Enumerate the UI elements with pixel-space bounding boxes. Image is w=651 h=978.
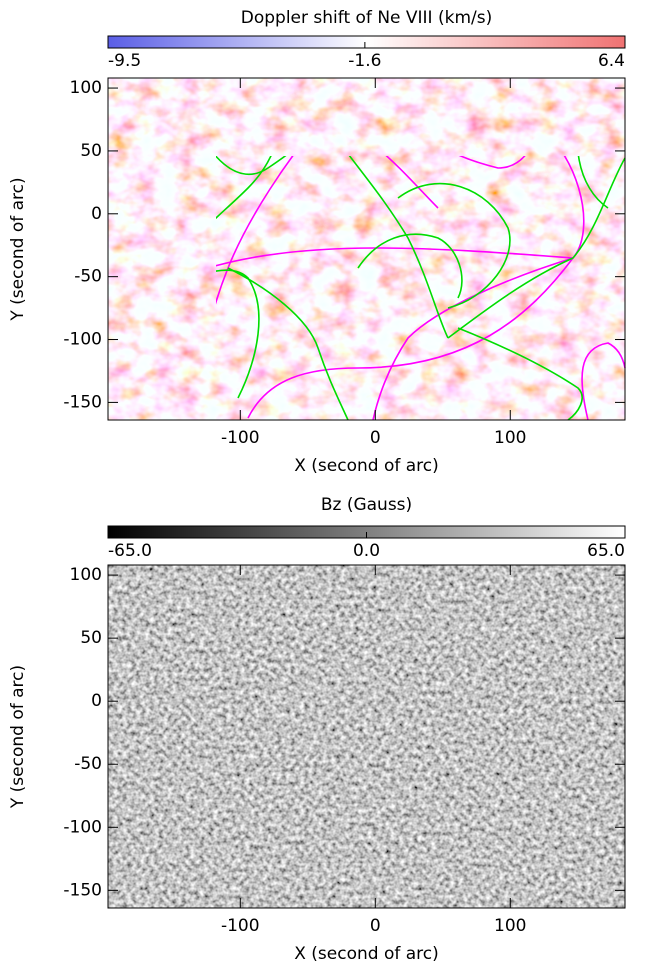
image xyxy=(108,78,625,420)
x-tick-label: 100 xyxy=(494,916,526,936)
y-tick-label: -50 xyxy=(74,754,102,774)
colorbar xyxy=(107,35,626,49)
plot-frame xyxy=(107,77,626,421)
colorbar-tick-label: -9.5 xyxy=(108,51,141,71)
x-tick-label: 0 xyxy=(370,916,381,936)
y-axis-label: Y (second of arc) xyxy=(8,177,28,321)
colorbar-tick-label: 65.0 xyxy=(587,541,625,561)
x-axis-label: X (second of arc) xyxy=(294,944,439,964)
colorbar-tick-label: 6.4 xyxy=(598,51,625,71)
image xyxy=(108,565,625,908)
x-tick-label: -100 xyxy=(221,428,260,448)
y-axis-label: Y (second of arc) xyxy=(8,665,28,809)
y-tick-label: -150 xyxy=(63,392,102,412)
y-tick-label: 50 xyxy=(80,628,102,648)
colorbar-tick-label: -65.0 xyxy=(108,541,152,561)
y-tick-label: -100 xyxy=(63,817,102,837)
colorbar-tick-label: 0.0 xyxy=(353,541,380,561)
y-tick-label: 0 xyxy=(91,691,102,711)
y-tick-label: -50 xyxy=(74,267,102,287)
x-axis-label: X (second of arc) xyxy=(294,456,439,476)
y-tick-label: -100 xyxy=(63,330,102,350)
y-tick-label: 50 xyxy=(80,141,102,161)
colorbar-tick-label: -1.6 xyxy=(348,51,381,71)
y-tick-label: 0 xyxy=(91,204,102,224)
x-tick-label: -100 xyxy=(221,916,260,936)
colorbar-title: Bz (Gauss) xyxy=(321,495,412,515)
plot-frame xyxy=(107,564,626,909)
y-tick-label: 100 xyxy=(70,565,102,585)
colorbar-title: Doppler shift of Ne VIII (km/s) xyxy=(241,8,492,28)
y-tick-label: -150 xyxy=(63,880,102,900)
x-tick-label: 100 xyxy=(494,428,526,448)
x-tick-label: 0 xyxy=(370,428,381,448)
y-tick-label: 100 xyxy=(70,78,102,98)
